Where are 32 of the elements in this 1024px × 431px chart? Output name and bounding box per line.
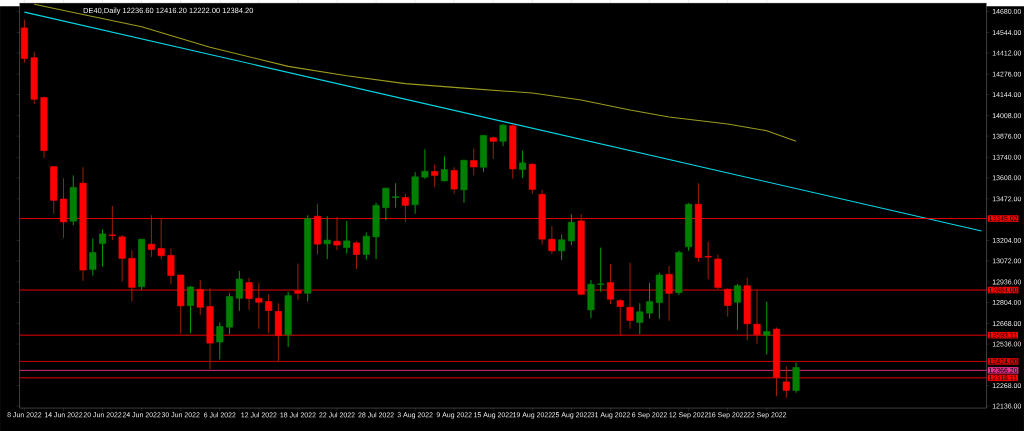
candlestick xyxy=(519,149,527,179)
candlestick xyxy=(343,220,351,254)
candlestick xyxy=(353,240,361,270)
candlestick xyxy=(89,237,97,276)
candlestick xyxy=(392,182,400,209)
candlestick xyxy=(265,293,273,334)
candlestick xyxy=(704,241,712,280)
candlestick xyxy=(450,166,458,195)
candlestick xyxy=(548,225,556,255)
candlestick xyxy=(99,228,107,268)
candlestick xyxy=(646,281,654,320)
candlestick xyxy=(118,234,126,282)
line-series xyxy=(33,3,797,142)
candlestick xyxy=(567,213,575,246)
candlestick xyxy=(167,247,175,285)
candlestick xyxy=(597,246,605,292)
candlestick xyxy=(235,270,243,312)
candlestick xyxy=(440,155,448,182)
candlestick xyxy=(763,300,771,355)
candlestick xyxy=(362,231,370,260)
candlestick xyxy=(792,361,800,394)
candlestick xyxy=(636,302,644,335)
candlestick xyxy=(323,215,331,260)
candlestick xyxy=(470,147,478,176)
candlestick xyxy=(733,283,741,331)
candlestick xyxy=(382,187,390,221)
candlestick xyxy=(421,148,429,180)
candlestick xyxy=(186,285,195,334)
candlestick xyxy=(431,163,439,188)
candlestick xyxy=(558,233,566,261)
candlestick xyxy=(216,321,224,360)
candlestick xyxy=(499,123,507,147)
